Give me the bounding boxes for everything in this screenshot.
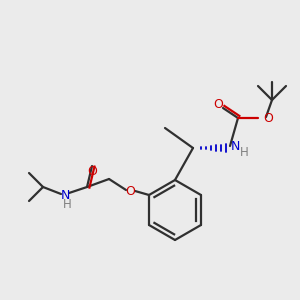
- Text: N: N: [231, 140, 240, 154]
- Text: H: H: [63, 197, 71, 211]
- Text: O: O: [263, 112, 273, 124]
- Text: O: O: [125, 184, 135, 197]
- Text: H: H: [240, 146, 249, 160]
- Text: O: O: [87, 164, 97, 178]
- Text: O: O: [213, 98, 223, 112]
- Text: N: N: [60, 188, 70, 202]
